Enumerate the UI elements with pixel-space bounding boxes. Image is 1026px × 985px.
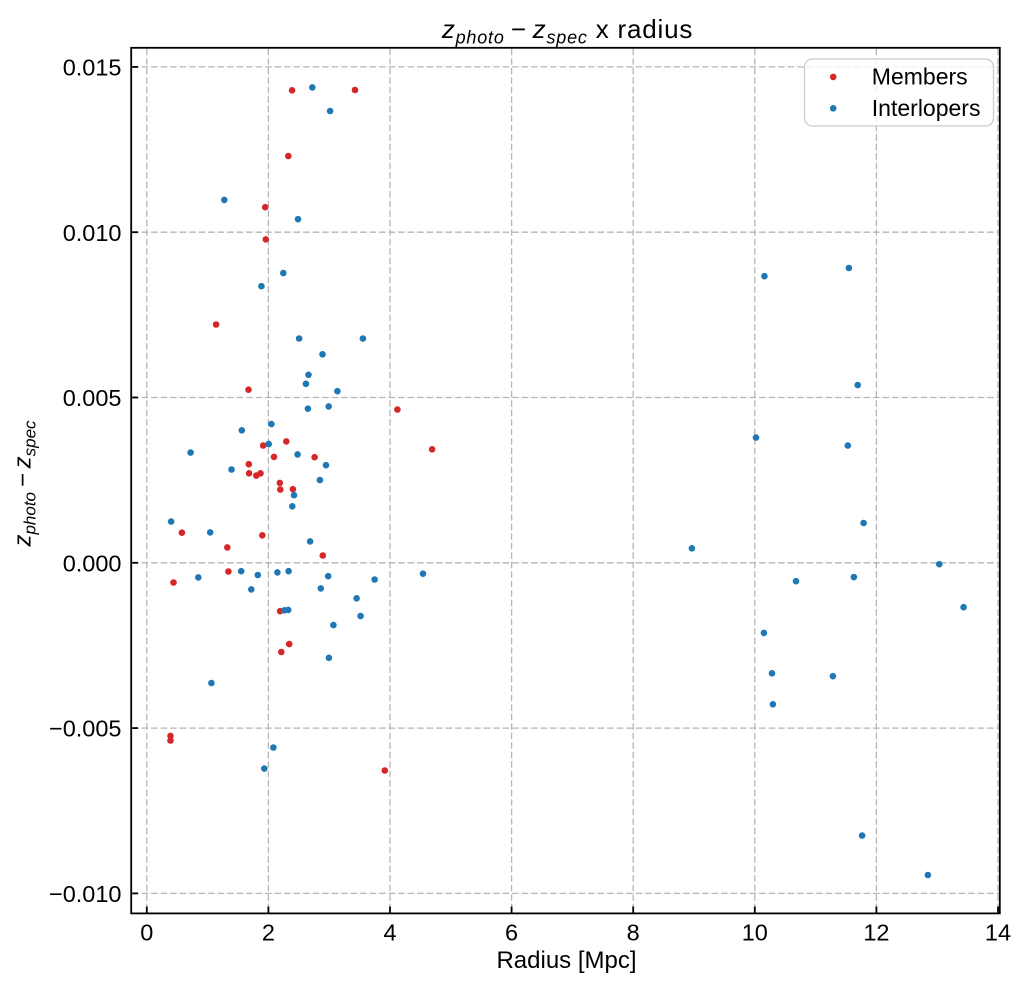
svg-text:14: 14 bbox=[985, 919, 1011, 945]
svg-text:0.005: 0.005 bbox=[63, 385, 122, 411]
svg-text:2: 2 bbox=[262, 919, 275, 945]
svg-text:4: 4 bbox=[383, 919, 396, 945]
svg-text:12: 12 bbox=[863, 919, 889, 945]
svg-text:−0.005: −0.005 bbox=[49, 716, 122, 742]
svg-text:Members: Members bbox=[872, 64, 968, 90]
svg-text:0: 0 bbox=[140, 919, 153, 945]
svg-text:−0.010: −0.010 bbox=[49, 881, 122, 907]
svg-text:10: 10 bbox=[742, 919, 768, 945]
svg-text:0.000: 0.000 bbox=[63, 550, 122, 576]
svg-text:Interlopers: Interlopers bbox=[872, 95, 981, 121]
svg-text:zphoto − zspec x radius: zphoto − zspec x radius bbox=[441, 14, 693, 47]
svg-text:0.010: 0.010 bbox=[63, 220, 122, 246]
svg-text:0.015: 0.015 bbox=[63, 55, 122, 81]
svg-text:Radius [Mpc]: Radius [Mpc] bbox=[496, 947, 636, 974]
svg-text:8: 8 bbox=[627, 919, 640, 945]
svg-text:6: 6 bbox=[505, 919, 518, 945]
